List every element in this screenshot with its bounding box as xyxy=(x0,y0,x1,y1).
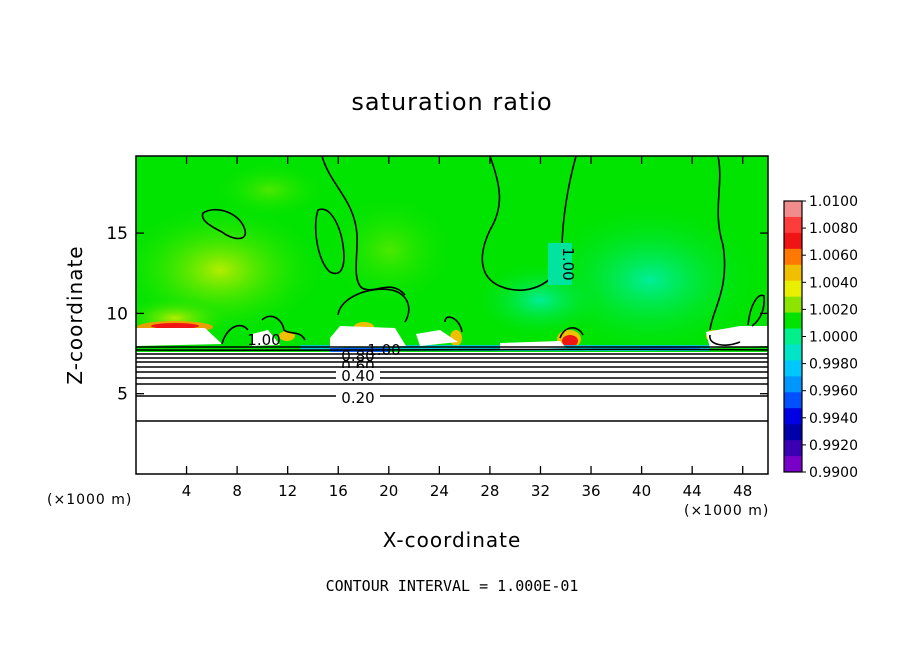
x-tick-label-1: 8 xyxy=(232,482,242,500)
colorbar-swatch-5 xyxy=(784,280,802,298)
y-tick-label-1: 10 xyxy=(106,304,128,324)
contour-label-0-80: 0.80 xyxy=(341,347,374,365)
colorbar-swatch-1 xyxy=(784,216,802,234)
contour-1-00-right xyxy=(709,156,726,331)
colorbar-label-0: 1.0100 xyxy=(809,194,858,210)
x-axis: 4 8 12 16 20 24 28 32 36 40 44 48 xyxy=(182,156,752,500)
x-tick-label-9: 40 xyxy=(632,482,651,500)
contour-label-group: 1.00 1.00 1.00 0.80 0.60 0.40 0.20 xyxy=(247,243,577,407)
contour-label-0-20: 0.20 xyxy=(341,389,374,407)
x-unit-label-right: (×1000 m) xyxy=(684,503,770,519)
saturation-field xyxy=(136,156,768,474)
colorbar-swatch-16 xyxy=(784,456,802,473)
colorbar-swatch-0 xyxy=(784,201,802,218)
contour-label-cloud-left: 1.00 xyxy=(247,331,280,349)
colorbar-label-3: 1.0040 xyxy=(809,275,858,291)
colorbar-swatch-4 xyxy=(784,264,802,282)
contour-lines xyxy=(136,156,768,422)
y-axis: 5 10 15 xyxy=(106,224,768,405)
x-tick-label-7: 32 xyxy=(531,482,550,500)
x-tick-label-5: 24 xyxy=(430,482,449,500)
y-tick-label-2: 15 xyxy=(106,224,128,244)
contour-label-0-40: 0.40 xyxy=(341,367,374,385)
colorbar-label-10: 0.9900 xyxy=(809,465,858,481)
contour-label-upper: 1.00 xyxy=(559,247,577,280)
x-tick-label-0: 4 xyxy=(182,482,192,500)
colorbar-swatch-3 xyxy=(784,248,802,266)
contour-1-00-center xyxy=(481,156,577,291)
x-tick-label-8: 36 xyxy=(581,482,600,500)
colorbar-swatch-9 xyxy=(784,344,802,361)
x-tick-label-11: 48 xyxy=(733,482,752,500)
colorbar-label-1: 1.0080 xyxy=(809,221,858,237)
colorbar-label-6: 0.9980 xyxy=(809,357,858,373)
colorbar-label-7: 0.9960 xyxy=(809,384,858,400)
colorbar-swatch-11 xyxy=(784,376,802,393)
x-tick-label-3: 16 xyxy=(329,482,348,500)
colorbar-swatch-6 xyxy=(784,296,802,314)
colorbar-swatch-2 xyxy=(784,232,802,250)
colorbar-swatch-15 xyxy=(784,440,802,457)
x-tick-label-6: 28 xyxy=(480,482,499,500)
x-axis-label: X-coordinate xyxy=(382,528,522,552)
contour-label-cloud-mid: 1.00 xyxy=(367,341,400,359)
colorbar: 1.0100 1.0080 1.0060 1.0040 1.0020 1.0000 0.99… xyxy=(783,194,858,481)
colorbar-label-2: 1.0060 xyxy=(809,248,858,264)
colorbar-swatch-12 xyxy=(784,392,802,409)
colorbar-swatch-13 xyxy=(784,408,802,425)
plot-frame xyxy=(135,155,769,475)
colorbar-swatch-14 xyxy=(784,424,802,441)
contour-1-00-upper xyxy=(321,156,406,296)
colorbar-label-8: 0.9940 xyxy=(809,411,858,427)
colorbar-swatch-7 xyxy=(784,312,802,330)
colorbar-label-4: 1.0020 xyxy=(809,302,858,318)
x-tick-label-2: 12 xyxy=(278,482,297,500)
colorbar-label-5: 1.0000 xyxy=(809,330,858,346)
x-unit-label-left: (×1000 m) xyxy=(47,492,133,508)
x-tick-label-4: 20 xyxy=(379,482,398,500)
colorbar-swatch-10 xyxy=(784,360,802,377)
colorbar-label-9: 0.9920 xyxy=(809,438,858,454)
x-tick-label-10: 44 xyxy=(683,482,702,500)
colorbar-swatch-8 xyxy=(784,328,802,345)
y-tick-label-0: 5 xyxy=(117,385,128,405)
contour-interval-note: CONTOUR INTERVAL = 1.000E-01 xyxy=(325,577,579,595)
chart-title: saturation ratio xyxy=(351,88,553,116)
